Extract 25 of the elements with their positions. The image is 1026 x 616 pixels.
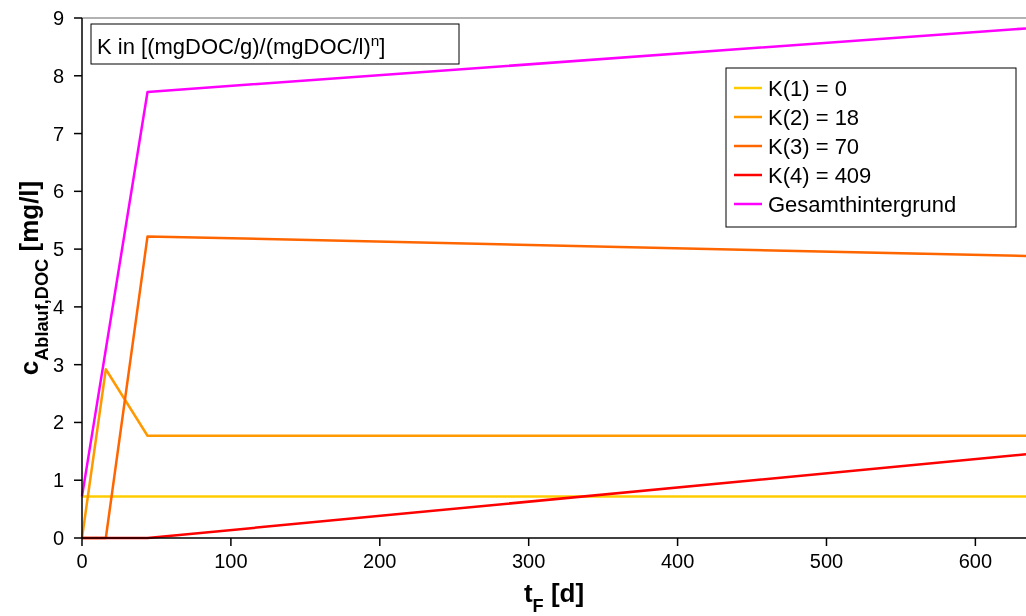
y-tick-label: 8 [52, 64, 64, 87]
legend-label: K(1) = 0 [768, 75, 847, 101]
note-box: K in [(mgDOC/g)/(mgDOC/l)$^{n}$] [90, 23, 460, 65]
y-tick-label: 0 [52, 527, 64, 549]
x-tick-label: 200 [363, 550, 397, 572]
y-tick-label: 2 [52, 411, 64, 434]
x-tick-label: 400 [660, 550, 695, 572]
legend-label: Gesamthintergrund [768, 191, 957, 217]
x-tick-label: 600 [958, 550, 993, 572]
x-axis-title: t$_{F}$ [d] [523, 578, 585, 616]
legend-label: K(2) = 18 [768, 104, 860, 130]
y-tick-label: 1 [52, 469, 64, 492]
legend-label: K(4) = 409 [768, 162, 872, 188]
y-tick-label: 4 [52, 295, 64, 318]
y-tick-label: 9 [52, 7, 64, 29]
legend-label: K(3) = 70 [768, 133, 860, 159]
y-tick-label: 6 [52, 180, 64, 203]
x-tick-label: 300 [512, 550, 546, 572]
y-tick-label: 3 [52, 353, 64, 376]
x-tick-label: 100 [214, 550, 248, 572]
x-tick-label: 500 [809, 550, 844, 572]
annotation: K in [(mgDOC/g)/(mgDOC/l)$^{n}$] [97, 31, 386, 59]
y-tick-label: 7 [52, 122, 64, 145]
y-tick-label: 5 [52, 238, 64, 261]
x-tick-label: 0 [76, 550, 88, 572]
